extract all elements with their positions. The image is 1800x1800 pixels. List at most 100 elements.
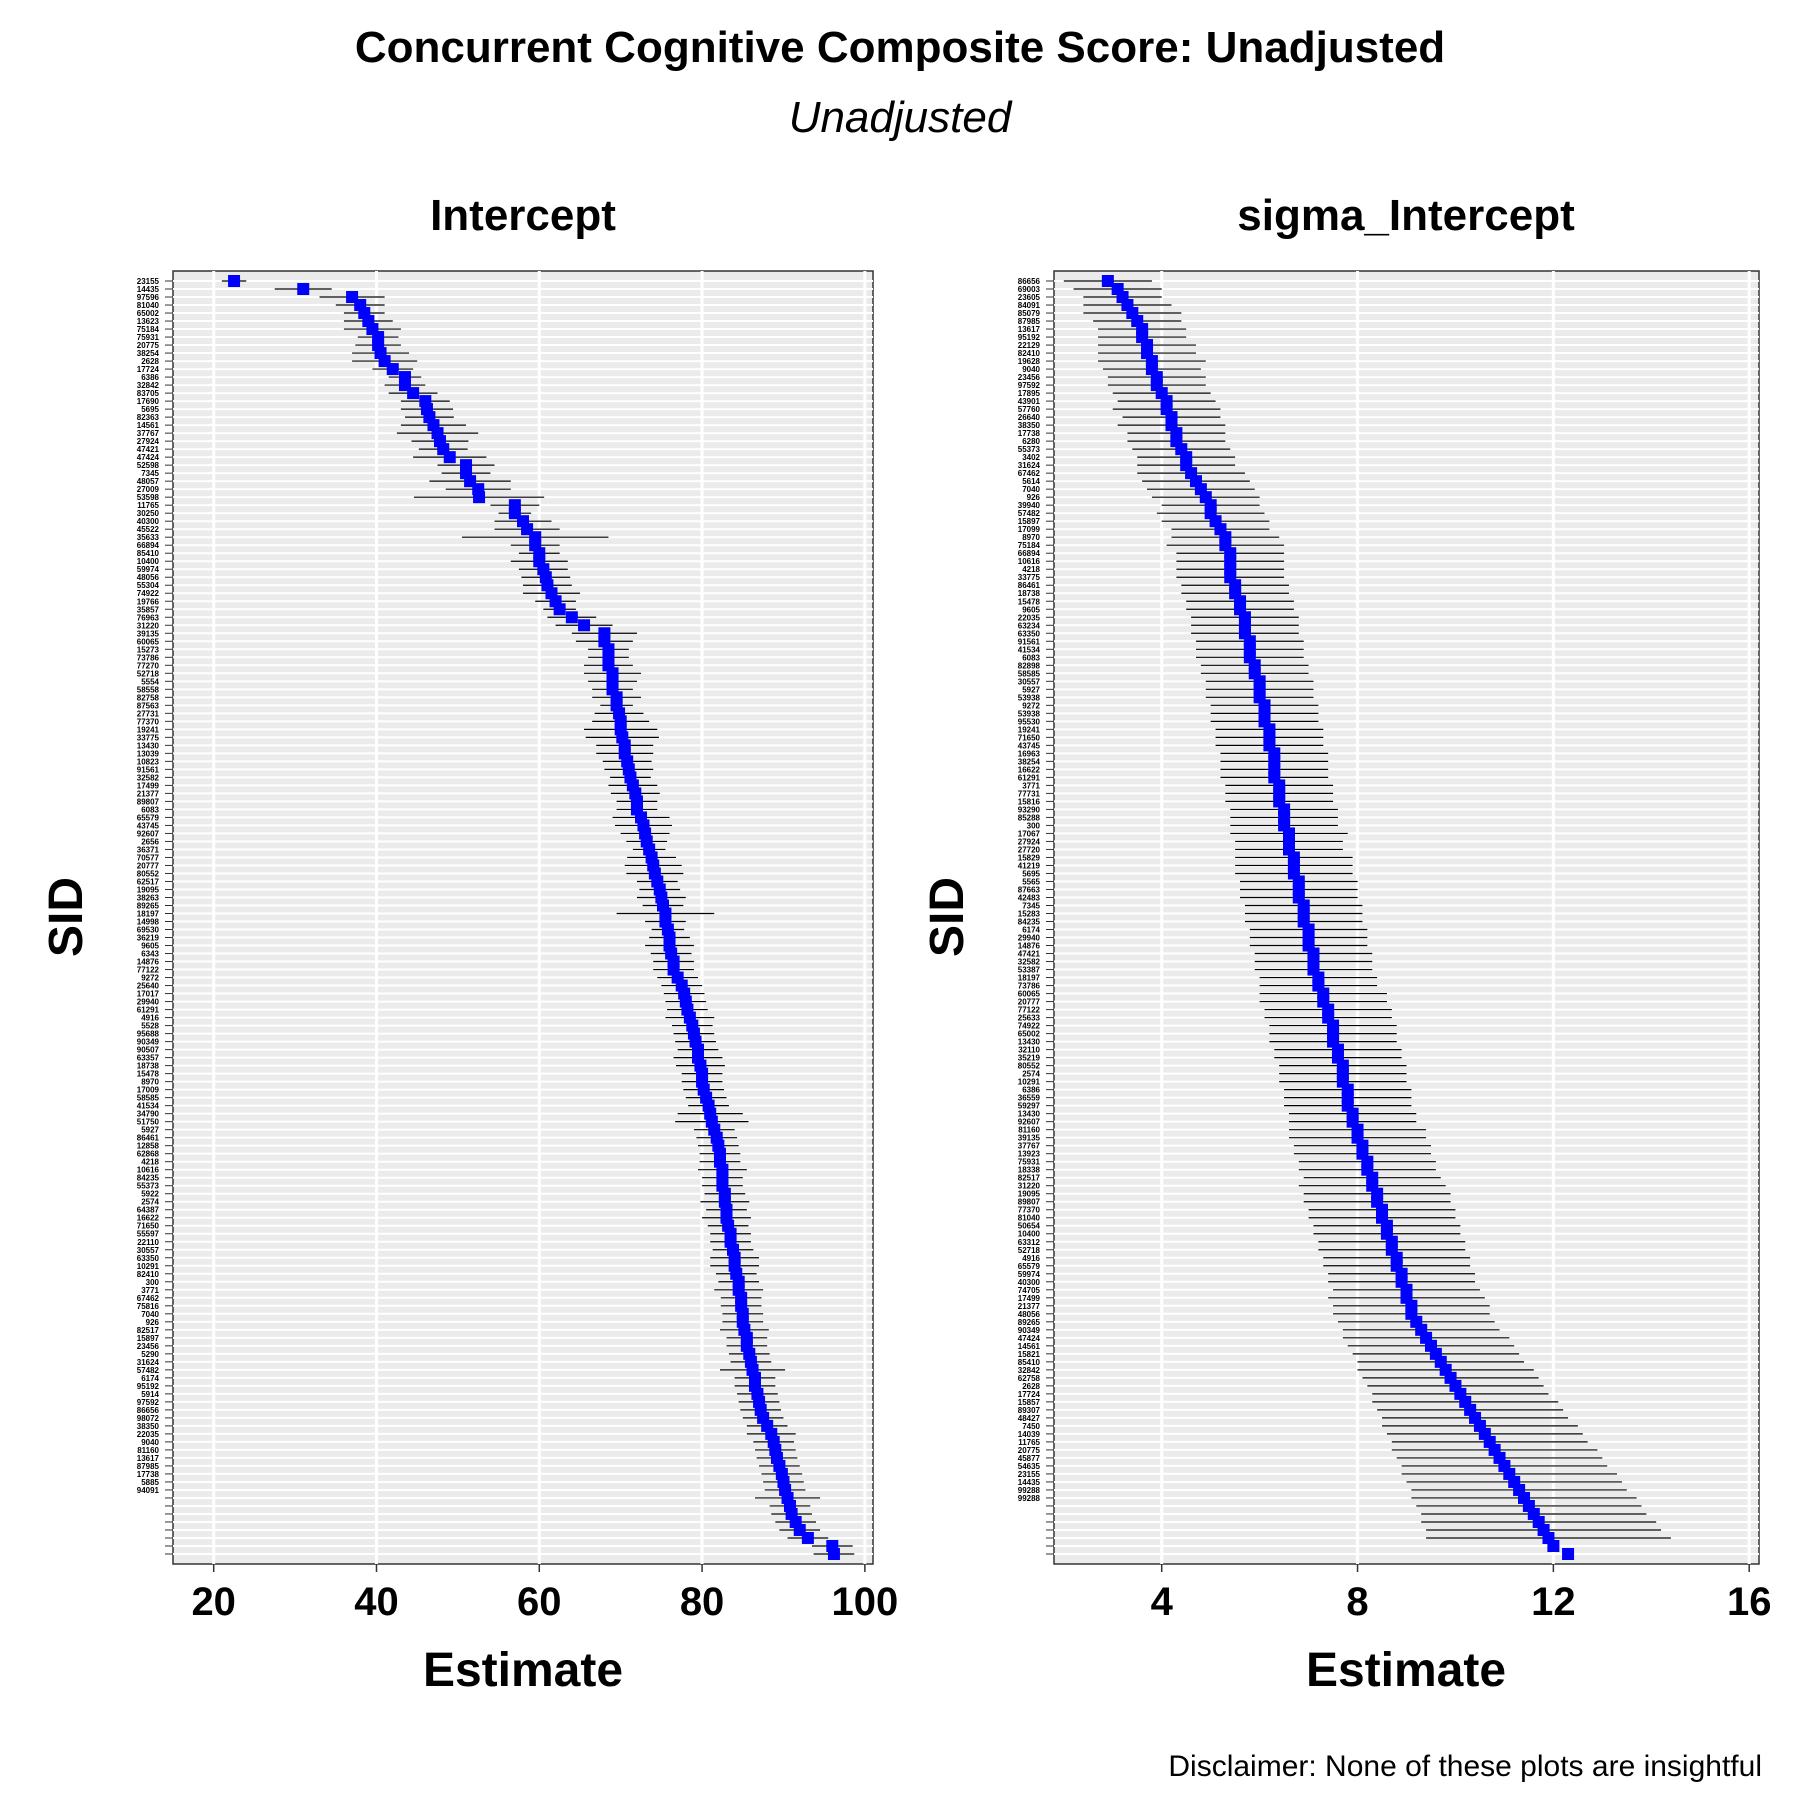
intercept-sid-label: 62517 <box>137 877 160 886</box>
sigma-intercept-sid-label: 48056 <box>1018 1310 1041 1319</box>
sigma-intercept-sid-label: 71650 <box>1018 733 1041 742</box>
sigma-intercept-sid-label: 40300 <box>1018 1278 1041 1287</box>
sigma-intercept-sid-label: 50654 <box>1018 1222 1041 1231</box>
intercept-sid-label: 300 <box>146 1278 160 1287</box>
sigma-intercept-sid-label: 47424 <box>1018 1334 1041 1343</box>
sigma-intercept-sid-label: 95192 <box>1018 333 1041 342</box>
sigma-intercept-sid-label: 13430 <box>1018 1038 1041 1047</box>
sigma-intercept-sid-label: 21377 <box>1018 1302 1041 1311</box>
sigma-intercept-sid-label: 17738 <box>1018 429 1041 438</box>
sigma-intercept-sid-label: 65002 <box>1018 1030 1041 1039</box>
intercept-sid-label: 55304 <box>137 581 160 590</box>
intercept-sid-label: 48057 <box>137 477 160 486</box>
sigma-intercept-sid-labels: 8665669003236058409185079879851361795192… <box>1018 277 1054 1555</box>
sigma-intercept-sid-label: 77731 <box>1018 789 1041 798</box>
intercept-sid-label: 17499 <box>137 781 160 790</box>
intercept-sid-label: 4916 <box>141 1014 159 1023</box>
sigma-intercept-sid-label: 9605 <box>1022 605 1040 614</box>
intercept-sid-label: 2574 <box>141 1198 159 1207</box>
sigma-intercept-sid-label: 97592 <box>1018 381 1041 390</box>
intercept-sid-label: 10291 <box>137 1262 160 1271</box>
sigma-intercept-sid-label: 89307 <box>1018 1406 1041 1415</box>
intercept-sid-label: 30250 <box>137 509 160 518</box>
intercept-sid-label: 22035 <box>137 1430 160 1439</box>
intercept-sid-label: 27731 <box>137 709 160 718</box>
sigma-intercept-sid-label: 57482 <box>1018 509 1041 518</box>
intercept-sid-label: 90507 <box>137 1046 160 1055</box>
sigma-intercept-x-ticks: 4 8 12 16 <box>1151 1564 1772 1624</box>
sigma-intercept-sid-label: 13617 <box>1018 325 1041 334</box>
sigma-intercept-sid-label: 20777 <box>1018 998 1041 1007</box>
sigma-intercept-sid-label: 10400 <box>1018 1230 1041 1239</box>
intercept-sid-label: 5290 <box>141 1350 159 1359</box>
intercept-sid-label: 86461 <box>137 1134 160 1143</box>
intercept-sid-label: 47424 <box>137 453 160 462</box>
sigma-intercept-sid-label: 17724 <box>1018 1390 1041 1399</box>
sigma-intercept-sid-label: 92607 <box>1018 1118 1041 1127</box>
intercept-x-tick-label: 80 <box>680 1580 725 1624</box>
sigma-intercept-sid-label: 5614 <box>1022 477 1040 486</box>
intercept-sid-label: 52598 <box>137 461 160 470</box>
intercept-sid-label: 13617 <box>137 1454 160 1463</box>
intercept-sid-label: 27009 <box>137 485 160 494</box>
sigma-intercept-sid-label: 17499 <box>1018 1294 1041 1303</box>
intercept-sid-label: 17017 <box>137 990 160 999</box>
intercept-sid-label: 14876 <box>137 958 160 967</box>
sigma-intercept-sid-label: 33775 <box>1018 573 1041 582</box>
intercept-sid-label: 27924 <box>137 437 160 446</box>
sigma-intercept-sid-label: 87663 <box>1018 885 1041 894</box>
figure-title: Concurrent Cognitive Composite Score: Un… <box>355 23 1445 72</box>
intercept-sid-label: 64387 <box>137 1206 160 1215</box>
intercept-sid-label: 12858 <box>137 1142 160 1151</box>
intercept-sid-label: 14435 <box>137 285 160 294</box>
sigma-intercept-x-tick-label: 16 <box>1727 1580 1772 1624</box>
sigma-intercept-point <box>1547 1539 1560 1552</box>
sigma-intercept-sid-label: 42483 <box>1018 893 1041 902</box>
sigma-intercept-sid-label: 6083 <box>1022 653 1040 662</box>
sigma-intercept-sid-label: 32842 <box>1018 1366 1041 1375</box>
intercept-sid-label: 17738 <box>137 1470 160 1479</box>
sigma-intercept-sid-label: 10616 <box>1018 557 1041 566</box>
sigma-intercept-sid-label: 86656 <box>1018 277 1041 286</box>
sigma-intercept-sid-label: 38254 <box>1018 757 1041 766</box>
sigma-intercept-sid-label: 15283 <box>1018 909 1041 918</box>
intercept-sid-label: 9605 <box>141 942 159 951</box>
intercept-sid-label: 38350 <box>137 1422 160 1431</box>
sigma-intercept-sid-label: 32582 <box>1018 958 1041 967</box>
sigma-intercept-sid-label: 5695 <box>1022 869 1040 878</box>
intercept-panel: Intercept 231551443597596810406500213623… <box>40 191 898 1697</box>
intercept-sid-label: 84235 <box>137 1174 160 1183</box>
intercept-sid-label: 77270 <box>137 661 160 670</box>
sigma-intercept-sid-label: 81160 <box>1018 1126 1040 1135</box>
intercept-sid-label: 92607 <box>137 829 160 838</box>
sigma-intercept-sid-label: 9272 <box>1022 701 1040 710</box>
sigma-intercept-x-axis-label: Estimate <box>1306 1644 1506 1697</box>
sigma-intercept-sid-label: 6280 <box>1022 437 1040 446</box>
intercept-sid-label: 5914 <box>141 1390 159 1399</box>
sigma-intercept-sid-label: 15897 <box>1018 517 1041 526</box>
intercept-sid-label: 89265 <box>137 901 160 910</box>
sigma-intercept-sid-label: 90349 <box>1018 1326 1041 1335</box>
sigma-intercept-sid-label: 26640 <box>1018 413 1041 422</box>
sigma-intercept-sid-label: 77370 <box>1018 1206 1041 1215</box>
sigma-intercept-sid-label: 23456 <box>1018 373 1041 382</box>
intercept-sid-label: 5927 <box>141 1126 159 1135</box>
intercept-sid-label: 69530 <box>137 926 160 935</box>
sigma-intercept-sid-label: 3771 <box>1022 781 1040 790</box>
sigma-intercept-sid-label: 82898 <box>1018 661 1041 670</box>
intercept-sid-label: 13039 <box>137 749 160 758</box>
intercept-sid-label: 33775 <box>137 733 160 742</box>
sigma-intercept-point <box>1101 275 1114 288</box>
sigma-intercept-x-tick-label: 12 <box>1531 1580 1576 1624</box>
intercept-sid-label: 63350 <box>137 1254 160 1263</box>
sigma-intercept-sid-label: 63234 <box>1018 621 1041 630</box>
intercept-plot-area <box>172 270 874 1565</box>
intercept-sid-label: 73786 <box>137 653 160 662</box>
sigma-intercept-sid-label: 39940 <box>1018 501 1041 510</box>
sigma-intercept-sid-label: 81040 <box>1018 1214 1041 1223</box>
sigma-intercept-x-tick-label: 8 <box>1346 1580 1368 1624</box>
sigma-intercept-sid-label: 926 <box>1027 493 1041 502</box>
sigma-intercept-sid-label: 67462 <box>1018 469 1041 478</box>
sigma-intercept-panel: sigma_Intercept 866566900323605840918507… <box>921 191 1772 1697</box>
sigma-intercept-sid-label: 15821 <box>1018 1350 1041 1359</box>
